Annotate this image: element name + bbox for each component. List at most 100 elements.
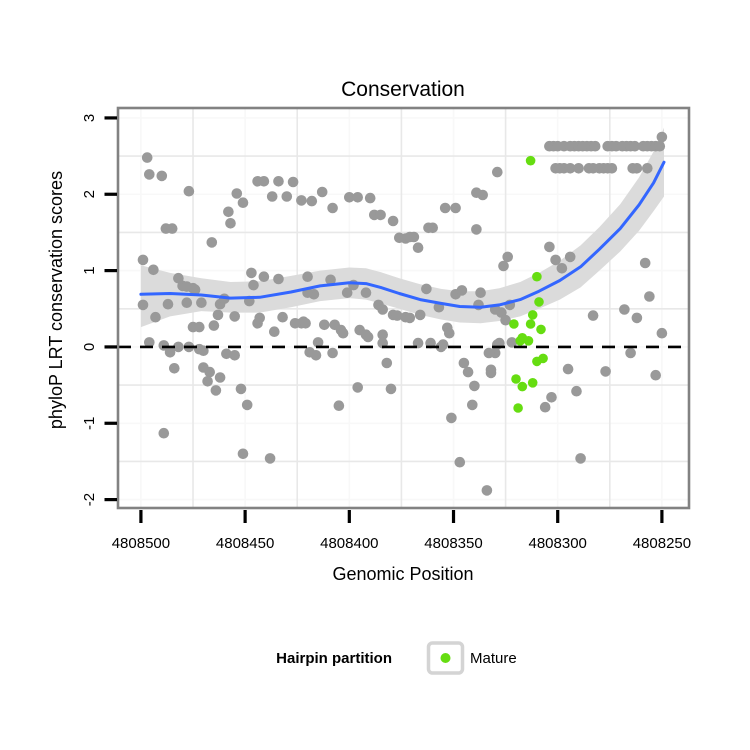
mature-data-point xyxy=(515,336,525,346)
data-point xyxy=(241,399,253,411)
data-point xyxy=(412,242,424,253)
data-point xyxy=(327,202,338,214)
x-tick-label: 4808450 xyxy=(216,535,274,552)
data-point xyxy=(281,191,293,202)
data-point xyxy=(352,192,364,203)
data-point xyxy=(312,337,324,348)
mature-data-point xyxy=(517,381,528,392)
data-point xyxy=(631,312,643,324)
data-point xyxy=(300,318,311,329)
data-point xyxy=(600,366,611,377)
x-tick-label: 4808250 xyxy=(633,535,691,552)
data-point xyxy=(475,287,486,299)
data-point xyxy=(492,166,503,178)
data-point xyxy=(502,251,513,263)
mature-data-point xyxy=(511,374,521,384)
data-point xyxy=(166,223,178,234)
data-point xyxy=(306,195,318,207)
data-point xyxy=(277,311,288,323)
data-point xyxy=(360,287,372,299)
data-point xyxy=(642,163,653,174)
data-point xyxy=(183,185,195,197)
data-point xyxy=(446,412,457,424)
mature-data-point xyxy=(527,310,538,320)
data-point xyxy=(341,287,353,299)
data-point xyxy=(273,176,284,187)
data-point xyxy=(333,400,345,412)
data-point xyxy=(204,366,215,378)
data-point xyxy=(458,357,470,369)
data-point xyxy=(150,311,161,323)
data-point xyxy=(144,169,155,180)
data-point xyxy=(546,392,557,403)
data-point xyxy=(156,170,168,182)
data-point xyxy=(248,279,259,291)
data-point xyxy=(164,347,176,358)
data-point xyxy=(310,350,322,361)
data-point xyxy=(456,285,468,296)
data-point xyxy=(656,327,668,339)
data-point xyxy=(144,337,155,348)
data-point xyxy=(573,163,584,174)
mature-data-point xyxy=(536,324,546,335)
data-point xyxy=(169,363,180,374)
data-point xyxy=(269,326,280,338)
plot-title: Conservation xyxy=(341,78,465,101)
data-point xyxy=(387,215,399,227)
data-point xyxy=(148,264,159,276)
mature-data-point xyxy=(532,356,542,367)
data-point xyxy=(408,231,420,243)
data-point xyxy=(650,369,661,381)
mature-data-point xyxy=(527,378,538,388)
mature-data-point xyxy=(534,297,544,307)
x-tick-label: 4808500 xyxy=(112,535,170,552)
data-point xyxy=(656,131,668,143)
data-point xyxy=(258,176,270,187)
data-point xyxy=(237,197,249,208)
data-point xyxy=(344,192,355,203)
data-point xyxy=(377,329,389,341)
data-point xyxy=(141,152,153,163)
x-axis-title: Genomic Position xyxy=(332,564,473,584)
data-point xyxy=(377,304,389,315)
data-point xyxy=(246,267,257,279)
data-point xyxy=(587,310,599,321)
data-point xyxy=(644,291,655,302)
data-point xyxy=(316,186,328,198)
data-point xyxy=(264,453,276,464)
data-point xyxy=(654,140,666,152)
data-point xyxy=(571,385,582,397)
y-tick-label: 1 xyxy=(81,266,98,274)
y-tick-label: 2 xyxy=(81,190,98,198)
data-point xyxy=(302,271,313,283)
data-point xyxy=(481,485,493,496)
y-tick-label: -2 xyxy=(81,493,98,506)
data-point xyxy=(273,273,284,285)
data-point xyxy=(212,309,224,321)
smooth-curve xyxy=(139,160,666,309)
mature-data-point xyxy=(532,271,542,282)
data-point xyxy=(485,367,497,379)
data-point xyxy=(181,297,193,309)
legend-title: Hairpin partition xyxy=(276,650,392,667)
data-point xyxy=(258,271,270,283)
data-point xyxy=(137,299,149,311)
data-point xyxy=(162,298,174,310)
data-point xyxy=(619,304,630,315)
data-point xyxy=(454,456,466,468)
mature-points xyxy=(509,155,548,413)
data-point xyxy=(462,366,474,378)
data-point xyxy=(202,376,213,387)
panel-border-rect xyxy=(116,106,691,510)
data-point xyxy=(439,202,451,214)
data-point xyxy=(471,224,482,235)
data-point xyxy=(450,202,461,214)
data-point xyxy=(337,327,349,339)
data-point xyxy=(564,251,576,263)
data-point xyxy=(231,188,243,199)
data-point xyxy=(214,372,226,383)
data-point xyxy=(500,314,511,326)
mature-data-point xyxy=(523,336,534,346)
data-point xyxy=(562,363,574,375)
